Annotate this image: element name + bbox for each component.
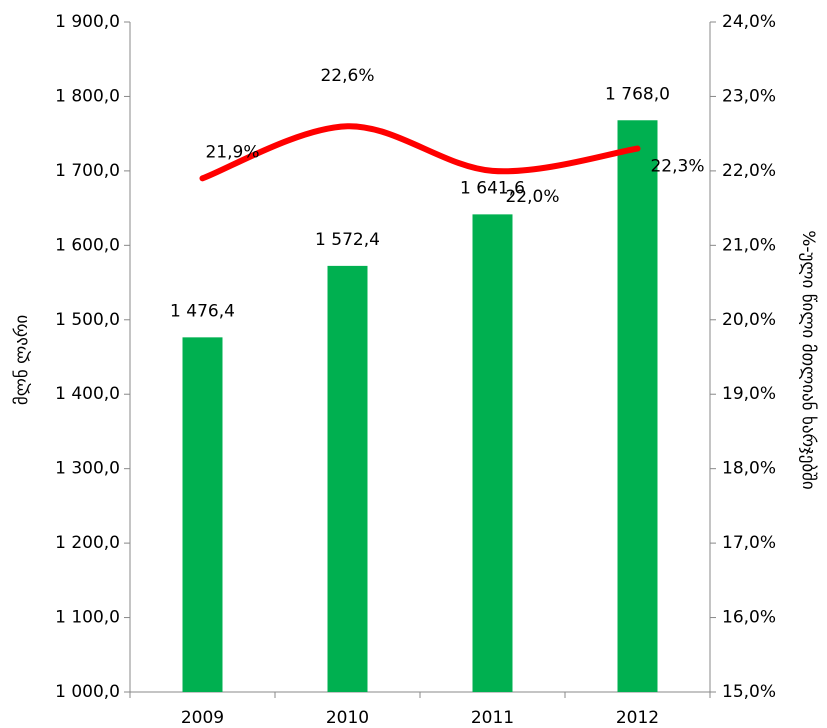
y-tick-label: 1 500,0 bbox=[55, 310, 120, 330]
bar bbox=[182, 337, 223, 692]
x-tick-label: 2010 bbox=[326, 708, 369, 728]
y2-tick-label: 19,0% bbox=[722, 384, 776, 404]
y-tick-label: 1 600,0 bbox=[55, 235, 120, 255]
x-tick-label: 2012 bbox=[616, 708, 659, 728]
bar-value-label: 1 476,4 bbox=[170, 301, 235, 321]
bar bbox=[617, 120, 658, 693]
y-tick-label: 1 200,0 bbox=[55, 533, 120, 553]
y2-tick-label: 21,0% bbox=[722, 235, 776, 255]
line-value-label: 22,0% bbox=[505, 187, 559, 207]
y2-tick-label: 15,0% bbox=[722, 682, 776, 702]
x-tick-label: 2011 bbox=[471, 708, 514, 728]
y-tick-label: 1 300,0 bbox=[55, 459, 120, 479]
bar-value-label: 1 641,6 bbox=[460, 178, 525, 198]
bar-value-label: 1 768,0 bbox=[605, 84, 670, 104]
y-axis-label: მლნ ლარი bbox=[12, 315, 32, 405]
y2-tick-label: 17,0% bbox=[722, 533, 776, 553]
line-value-label: 21,9% bbox=[205, 142, 259, 162]
bar bbox=[472, 214, 513, 692]
y-tick-label: 1 800,0 bbox=[55, 86, 120, 106]
y2-tick-label: 24,0% bbox=[722, 12, 776, 32]
y-tick-label: 1 700,0 bbox=[55, 161, 120, 181]
y2-tick-label: 22,0% bbox=[722, 161, 776, 181]
bar bbox=[327, 265, 368, 692]
y2-tick-label: 16,0% bbox=[722, 608, 776, 628]
line-value-label: 22,6% bbox=[320, 66, 374, 86]
y-tick-label: 1 000,0 bbox=[55, 682, 120, 702]
y-tick-label: 1 400,0 bbox=[55, 384, 120, 404]
y-tick-label: 1 900,0 bbox=[55, 12, 120, 32]
y2-tick-label: 23,0% bbox=[722, 86, 776, 106]
x-tick-label: 2009 bbox=[181, 708, 224, 728]
bar-value-label: 1 572,4 bbox=[315, 230, 380, 250]
y2-tick-label: 20,0% bbox=[722, 310, 776, 330]
line-value-label: 22,3% bbox=[650, 157, 704, 177]
y2-axis-label: %-ული წილი მთლიან ხარჯებში bbox=[798, 230, 818, 489]
line bbox=[199, 123, 641, 182]
y-tick-label: 1 100,0 bbox=[55, 608, 120, 628]
y2-tick-label: 18,0% bbox=[722, 459, 776, 479]
